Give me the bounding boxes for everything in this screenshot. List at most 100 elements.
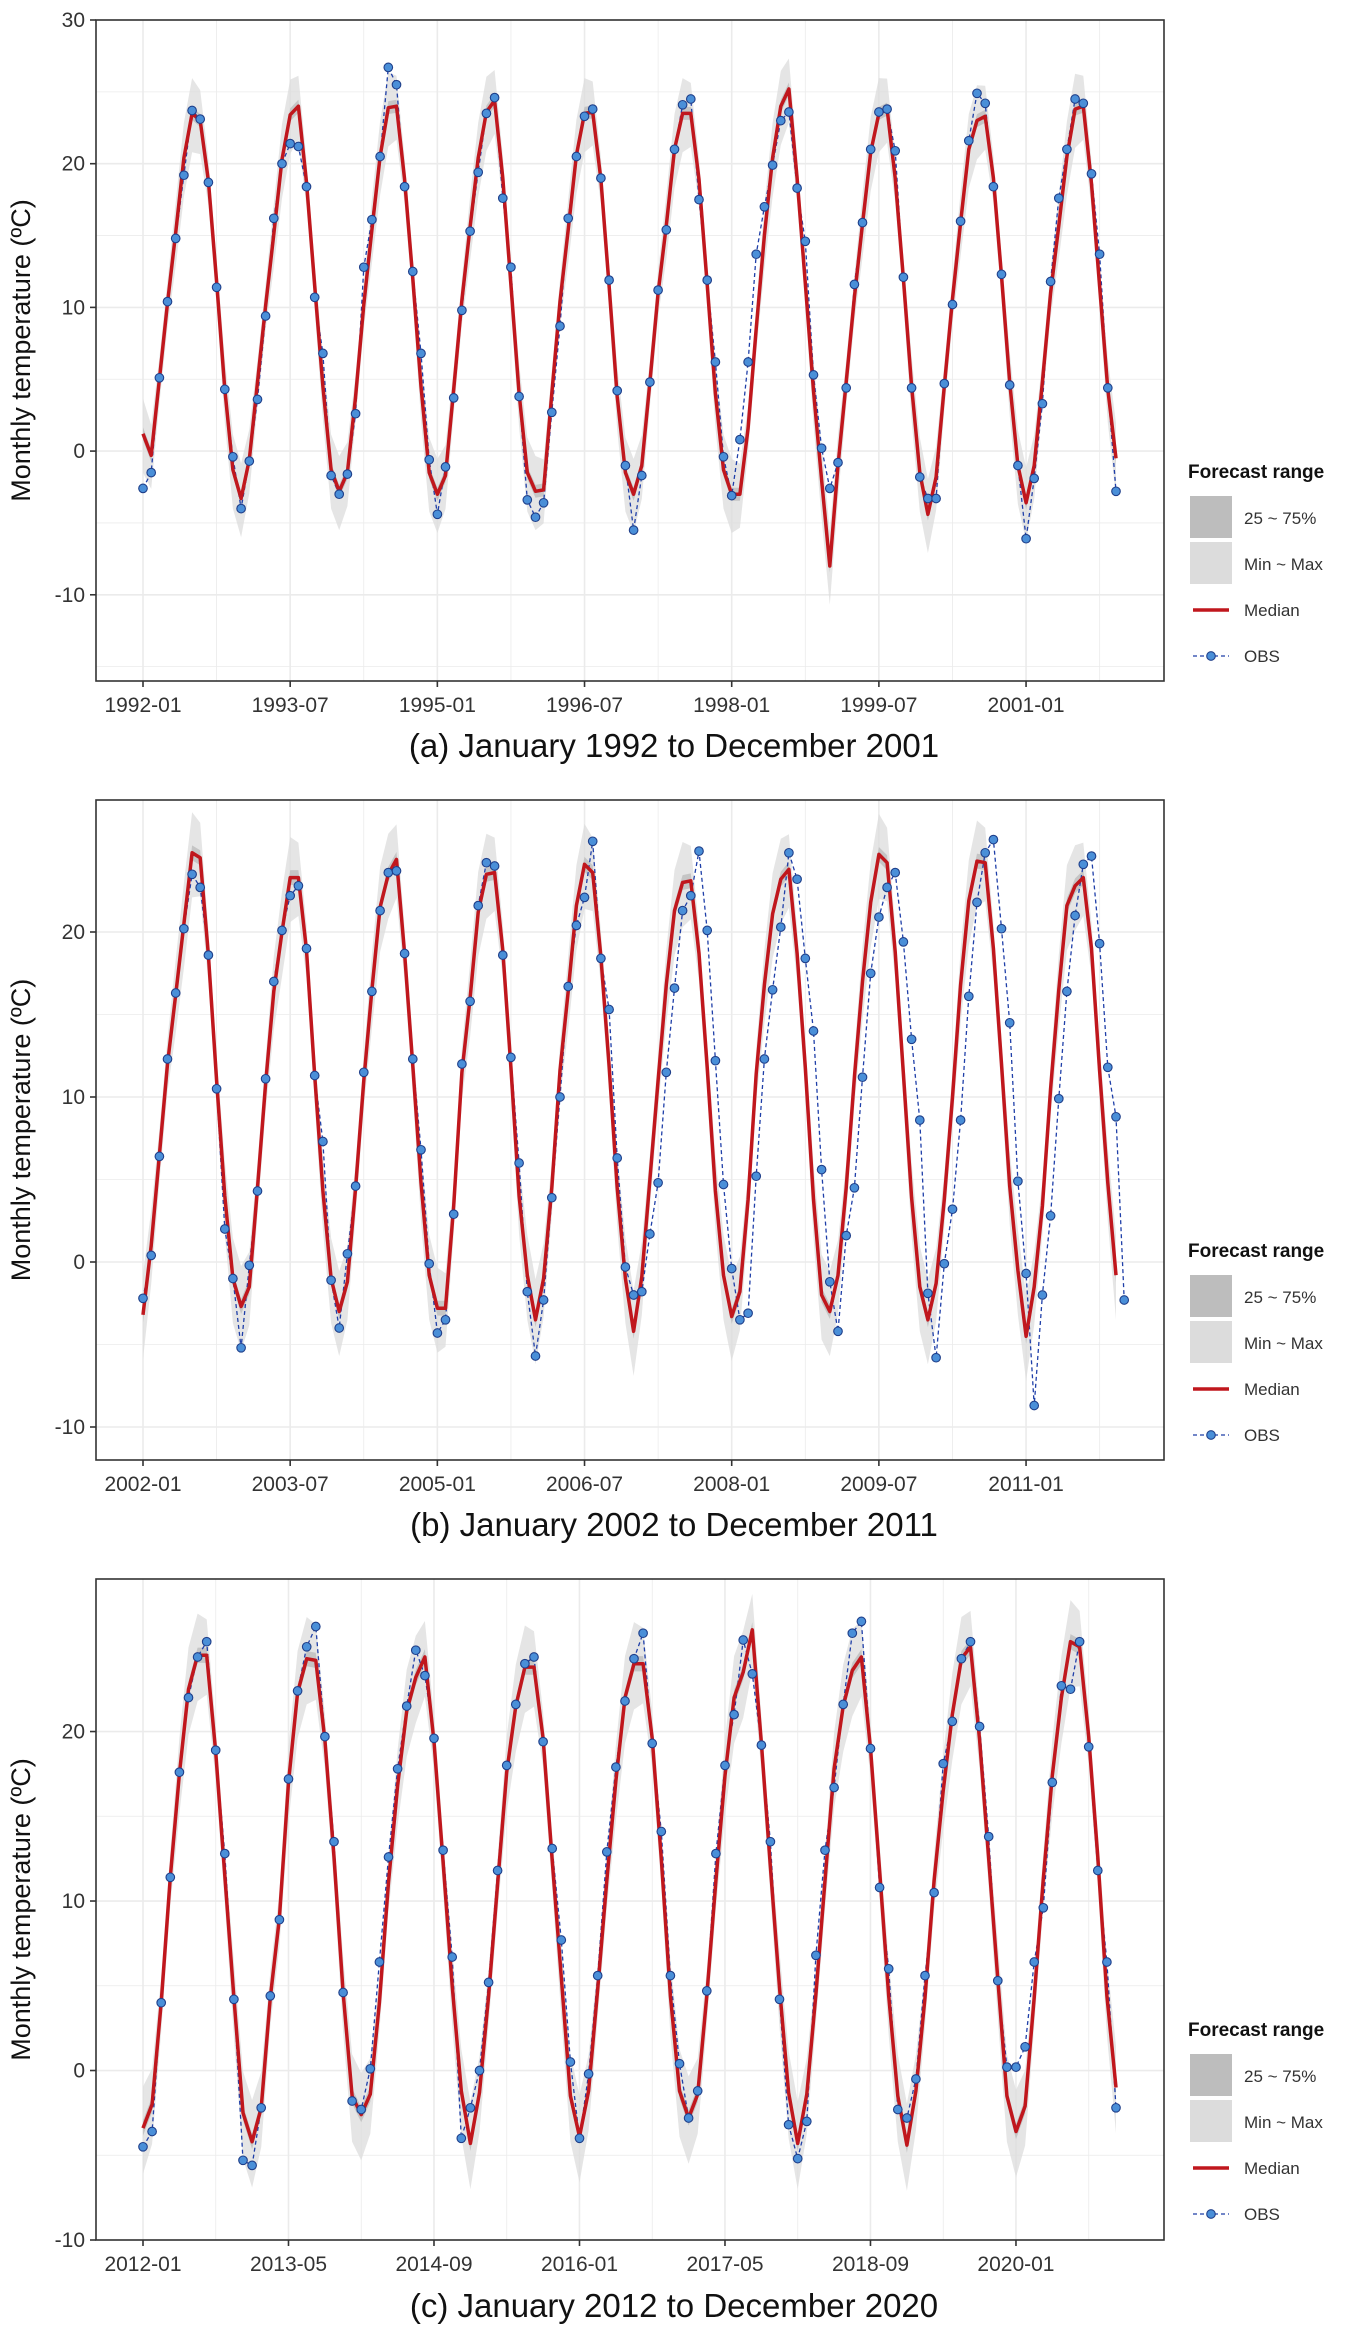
obs-point — [473, 900, 484, 911]
obs-point — [992, 1975, 1003, 1986]
x-tick-label: 1998-01 — [693, 694, 770, 717]
obs-point — [210, 1745, 221, 1756]
obs-point — [1013, 460, 1023, 471]
obs-point — [342, 469, 353, 479]
legend-key-iqr — [1190, 496, 1232, 538]
obs-point — [620, 1696, 630, 1706]
obs-point — [847, 1628, 858, 1639]
legend-key-obs-point — [1206, 651, 1216, 661]
obs-point — [1094, 249, 1105, 260]
obs-point — [974, 1721, 985, 1732]
obs-point — [146, 1250, 157, 1261]
obs-point — [729, 1709, 739, 1720]
obs-point — [440, 1314, 451, 1325]
obs-point — [882, 882, 892, 893]
obs-point — [628, 525, 639, 535]
obs-point — [211, 282, 222, 293]
obs-point — [260, 1073, 271, 1084]
obs-point — [601, 1847, 612, 1857]
obs-point — [775, 922, 786, 932]
y-tick-label: 20 — [62, 921, 85, 944]
x-tick-label: 1993-07 — [252, 694, 329, 717]
obs-point — [432, 509, 443, 520]
obs-point — [201, 1636, 212, 1647]
obs-point — [816, 1164, 827, 1175]
obs-point — [718, 451, 729, 462]
obs-point — [857, 1072, 868, 1083]
obs-point — [497, 950, 508, 960]
obs-point — [501, 1760, 512, 1771]
obs-point — [1037, 398, 1048, 409]
obs-point — [898, 937, 909, 947]
legend-label-minmax: Min ~ Max — [1244, 2113, 1323, 2132]
obs-point — [765, 1836, 776, 1847]
obs-point — [902, 2113, 912, 2123]
median-line — [141, 87, 1118, 568]
obs-point — [882, 104, 892, 114]
obs-point — [661, 224, 672, 235]
obs-point — [238, 2155, 248, 2166]
x-tick-label: 1995-01 — [399, 694, 476, 717]
obs-point — [914, 472, 925, 482]
obs-point — [1111, 1111, 1121, 1122]
obs-point — [674, 2058, 685, 2069]
obs-point — [571, 920, 582, 931]
obs-point — [474, 2065, 485, 2076]
obs-point — [514, 391, 524, 402]
plot-background — [96, 800, 1164, 1460]
obs-point — [256, 2102, 267, 2113]
x-tick-label: 2014-09 — [395, 2253, 472, 2276]
y-tick-label: -10 — [55, 584, 85, 607]
obs-point — [1004, 1017, 1015, 1028]
obs-point — [347, 2096, 357, 2106]
obs-point — [424, 1258, 435, 1269]
x-tick-label: 2017-05 — [686, 2253, 763, 2276]
obs-point — [906, 383, 917, 393]
obs-point — [401, 1701, 412, 1711]
obs-point — [980, 98, 991, 109]
obs-point — [1065, 1684, 1076, 1695]
obs-point — [530, 512, 541, 523]
obs-point — [929, 1887, 939, 1898]
obs-point — [457, 305, 467, 316]
obs-point — [1083, 1741, 1094, 1752]
obs-point — [849, 1182, 860, 1193]
legend-label-median: Median — [1244, 1380, 1300, 1399]
obs-point — [265, 1991, 276, 2001]
obs-point — [653, 285, 663, 295]
obs-point — [309, 292, 320, 303]
obs-point — [174, 1767, 185, 1778]
obs-point — [244, 456, 255, 466]
obs-point — [579, 111, 590, 122]
obs-point — [293, 880, 304, 891]
obs-point — [923, 493, 933, 504]
obs-point — [416, 1144, 426, 1155]
obs-point — [808, 1026, 819, 1036]
obs-point — [211, 1083, 222, 1094]
obs-point — [556, 1935, 567, 1945]
obs-point — [529, 1652, 539, 1662]
obs-point — [456, 2133, 467, 2144]
panel-caption: (a) January 1992 to December 2001 — [409, 727, 939, 764]
obs-point — [565, 2057, 576, 2067]
obs-point — [1021, 533, 1031, 544]
obs-point — [604, 275, 614, 285]
obs-point — [138, 2141, 148, 2152]
obs-point — [301, 1641, 312, 1652]
obs-point — [318, 1136, 328, 1147]
legend-label-iqr: 25 ~ 75% — [1244, 509, 1316, 528]
obs-point — [702, 275, 713, 285]
obs-point — [939, 1258, 950, 1269]
obs-point — [767, 984, 778, 995]
obs-point — [1102, 1957, 1112, 1967]
obs-point — [1094, 938, 1105, 949]
obs-point — [711, 1848, 721, 1859]
obs-point — [236, 503, 246, 514]
obs-point — [489, 92, 500, 103]
x-tick-label: 2005-01 — [399, 1473, 476, 1496]
obs-point — [947, 1716, 958, 1727]
obs-point — [375, 151, 385, 162]
obs-point — [538, 1295, 549, 1305]
obs-point — [285, 890, 296, 901]
